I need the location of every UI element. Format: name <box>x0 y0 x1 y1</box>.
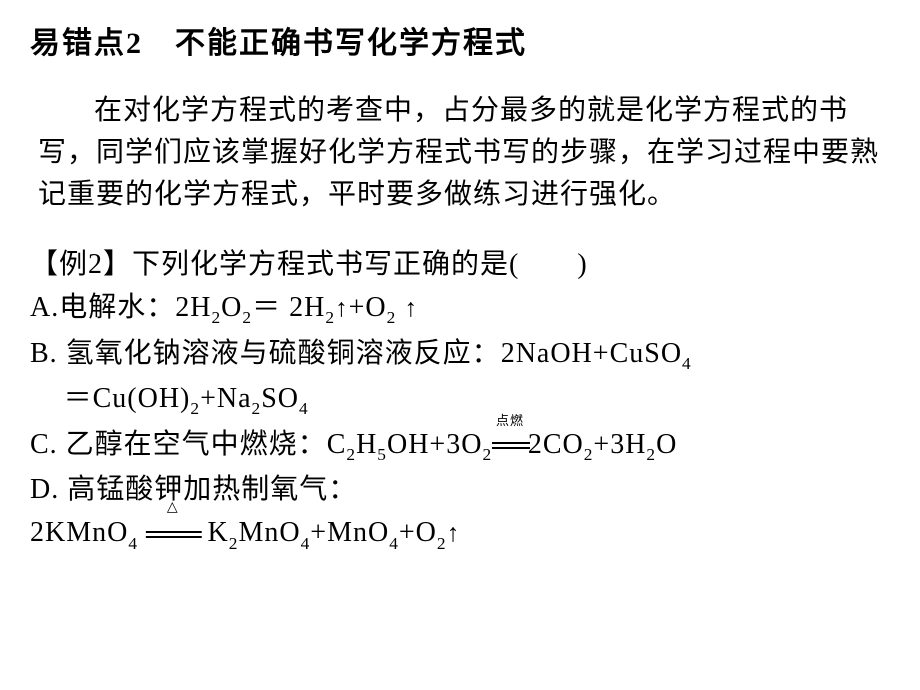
intro-paragraph: 在对化学方程式的考查中，占分最多的就是化学方程式的书写，同学们应该掌握好化学方程… <box>30 90 890 216</box>
example-prompt: 【例2】下列化学方程式书写正确的是( ) <box>30 244 890 286</box>
options-group: A.电解水：2H2O2＝ 2H2↑+O2 ↑ B. 氢氧化钠溶液与硫酸铜溶液反应… <box>30 286 890 557</box>
option-d-formula: 2KMnO4 △═══ K2MnO4+MnO4+O2↑ <box>30 517 460 548</box>
option-c-prefix: C. 乙醇在空气中燃烧： <box>30 429 327 460</box>
option-c-formula: C2H5OH+3O2点燃══2CO2+3H2O <box>327 429 678 460</box>
option-a: A.电解水：2H2O2＝ 2H2↑+O2 ↑ <box>30 286 890 332</box>
reaction-condition-heat: △═══ <box>146 513 200 556</box>
option-a-prefix: A.电解水： <box>30 292 175 323</box>
section-title: 易错点2 不能正确书写化学方程式 <box>30 18 890 62</box>
option-d-prefix: D. 高锰酸钾加热制氧气： <box>30 474 357 505</box>
option-c: C. 乙醇在空气中燃烧：C2H5OH+3O2点燃══2CO2+3H2O <box>30 423 890 469</box>
option-b-formula-part1: 2NaOH+CuSO4 <box>501 338 692 369</box>
option-b-formula-part2: ＝Cu(OH)2+Na2SO4 <box>64 383 309 414</box>
option-d-line1: D. 高锰酸钾加热制氧气： <box>30 468 890 511</box>
option-d-line2: 2KMnO4 △═══ K2MnO4+MnO4+O2↑ <box>30 511 890 557</box>
option-b-line1: B. 氢氧化钠溶液与硫酸铜溶液反应：2NaOH+CuSO4 <box>30 332 890 378</box>
option-a-formula: 2H2O2＝ 2H2↑+O2 ↑ <box>175 292 418 323</box>
reaction-condition-ignite: 点燃══ <box>492 424 528 467</box>
option-b-prefix: B. 氢氧化钠溶液与硫酸铜溶液反应： <box>30 338 501 369</box>
option-b-line2: ＝Cu(OH)2+Na2SO4 <box>30 377 890 423</box>
